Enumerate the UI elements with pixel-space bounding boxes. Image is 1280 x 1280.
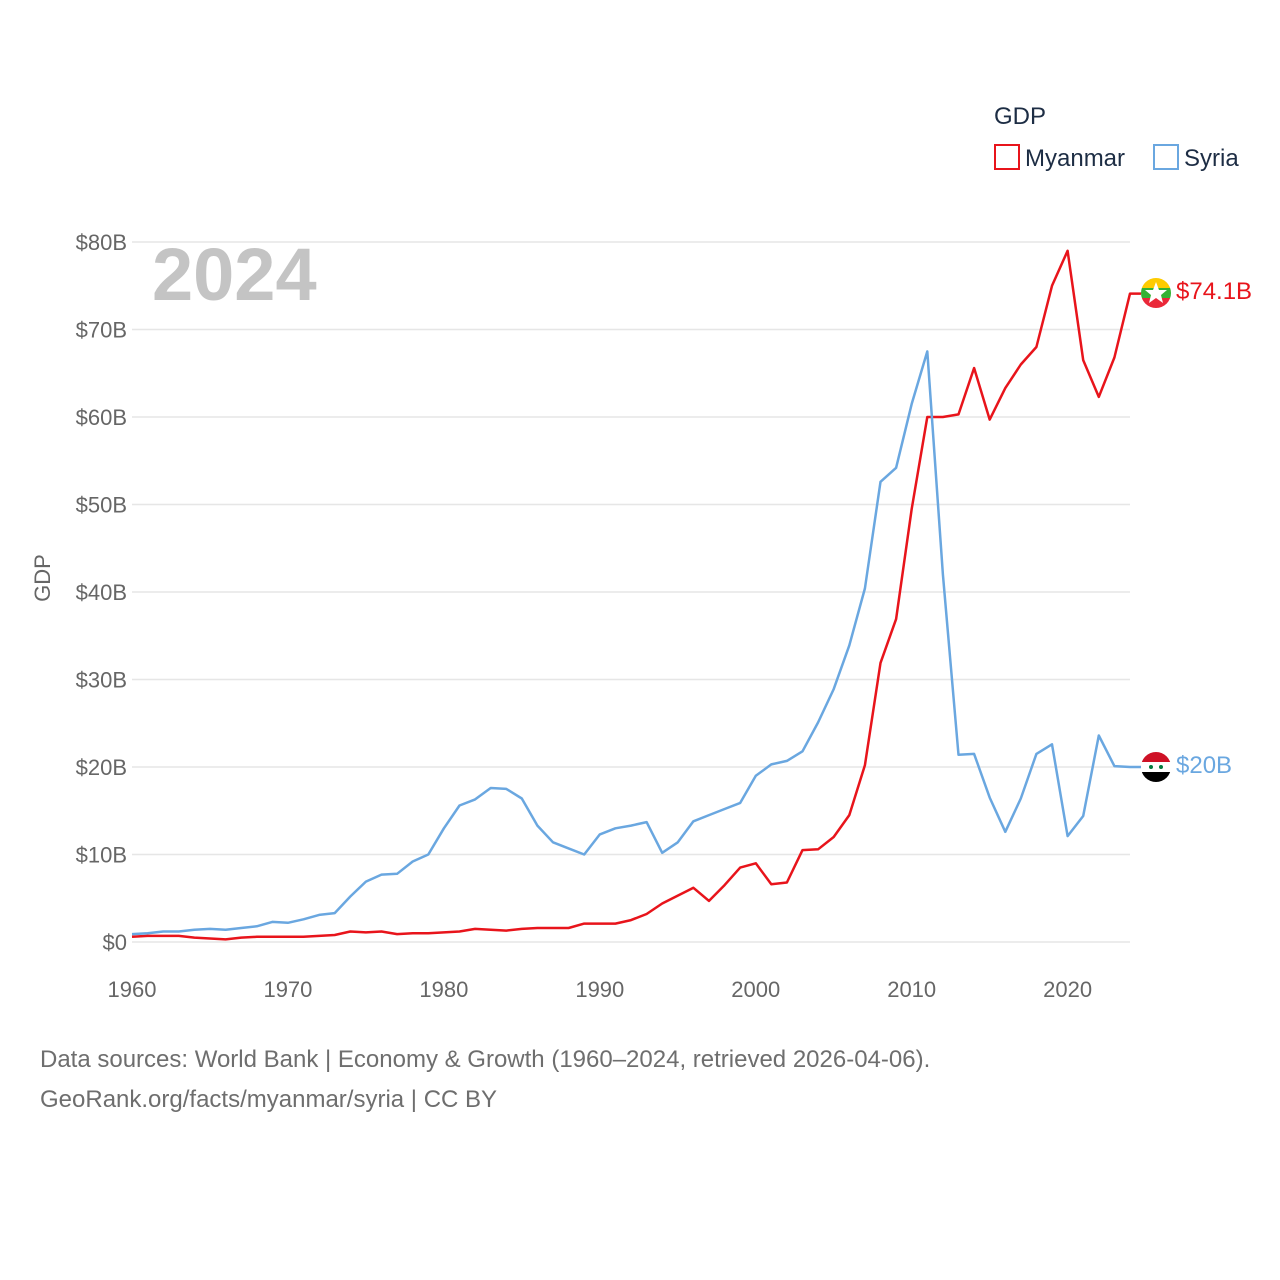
legend-title: GDP [994, 103, 1046, 130]
y-tick-label: $60B [76, 405, 127, 430]
source-link-text[interactable]: GeoRank.org/facts/myanmar/syria | CC BY [40, 1086, 498, 1113]
gridlines [132, 241, 1130, 943]
series-lines [131, 249, 1141, 941]
x-tick-label: 1960 [108, 977, 157, 1002]
legend: GDP Myanmar Syria [994, 103, 1239, 172]
x-tick-label: 2020 [1043, 977, 1092, 1002]
x-tick-label: 2010 [887, 977, 936, 1002]
x-tick-label: 2000 [731, 977, 780, 1002]
legend-label-syria[interactable]: Syria [1184, 145, 1239, 172]
year-label: 2024 [152, 233, 317, 316]
x-tick-label: 1980 [419, 977, 468, 1002]
y-axis-ticks: $0 $10B $20B $30B $40B $50B $60B $70B $80B [76, 230, 127, 955]
y-tick-label: $80B [76, 230, 127, 255]
myanmar-flag-icon [1141, 278, 1171, 308]
syria-flag-icon [1141, 752, 1171, 782]
y-tick-label: $40B [76, 580, 127, 605]
series-line-myanmar [131, 249, 1141, 941]
legend-swatch-syria [1153, 144, 1179, 170]
y-tick-label: $10B [76, 843, 127, 868]
x-axis-ticks: 1960 1970 1980 1990 2000 2010 2020 [108, 977, 1093, 1002]
x-tick-label: 1970 [263, 977, 312, 1002]
gdp-line-chart: $0$10B$20B$30B$40B$50B$60B$70B$80B 1960 1… [30, 103, 1252, 1002]
y-tick-label: $20B [76, 755, 127, 780]
y-axis-title: GDP [30, 554, 55, 602]
y-tick-label: $50B [76, 493, 127, 518]
legend-swatch-myanmar [994, 144, 1020, 170]
y-tick-label: $70B [76, 318, 127, 343]
y-tick-label: $30B [76, 668, 127, 693]
footer: Data sources: World Bank | Economy & Gro… [40, 1040, 930, 1120]
data-sources-text: Data sources: World Bank | Economy & Gro… [40, 1046, 931, 1073]
y-tick-label: $0 [103, 930, 127, 955]
x-tick-label: 1990 [575, 977, 624, 1002]
myanmar-end-label: $74.1B [1176, 278, 1252, 305]
legend-label-myanmar[interactable]: Myanmar [1025, 145, 1125, 172]
series-line-syria [131, 350, 1141, 936]
syria-end-label: $20B [1176, 752, 1232, 779]
